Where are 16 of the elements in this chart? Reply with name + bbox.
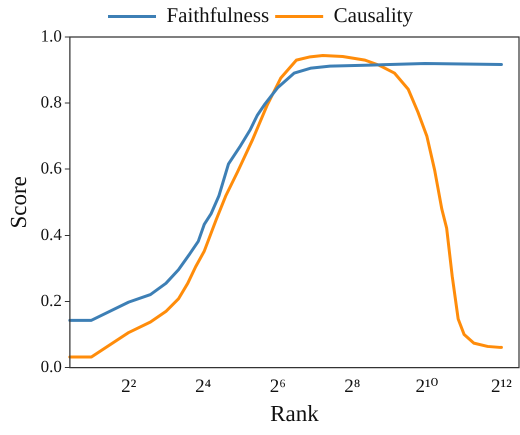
y-tick-label: 0.0 — [40, 357, 62, 376]
y-tick-label: 1.0 — [40, 26, 62, 46]
x-tick-label: 2⁴ — [195, 376, 212, 397]
x-tick-label: 2⁶ — [270, 376, 286, 397]
y-tick-label: 0.6 — [40, 158, 62, 178]
x-tick-label: 2¹² — [490, 376, 512, 397]
y-tick-label: 0.4 — [40, 224, 62, 244]
x-tick-label: 2⁸ — [344, 376, 360, 397]
y-tick-label: 0.2 — [40, 290, 62, 310]
x-tick-label: 2² — [121, 376, 137, 397]
y-tick-label: 0.8 — [40, 92, 62, 112]
x-tick-label: 2¹⁰ — [415, 376, 439, 397]
y-axis-title: Score — [6, 176, 31, 228]
legend-label: Causality — [334, 3, 414, 28]
legend-label: Faithfulness — [166, 3, 270, 28]
x-axis-title: Rank — [270, 401, 320, 426]
